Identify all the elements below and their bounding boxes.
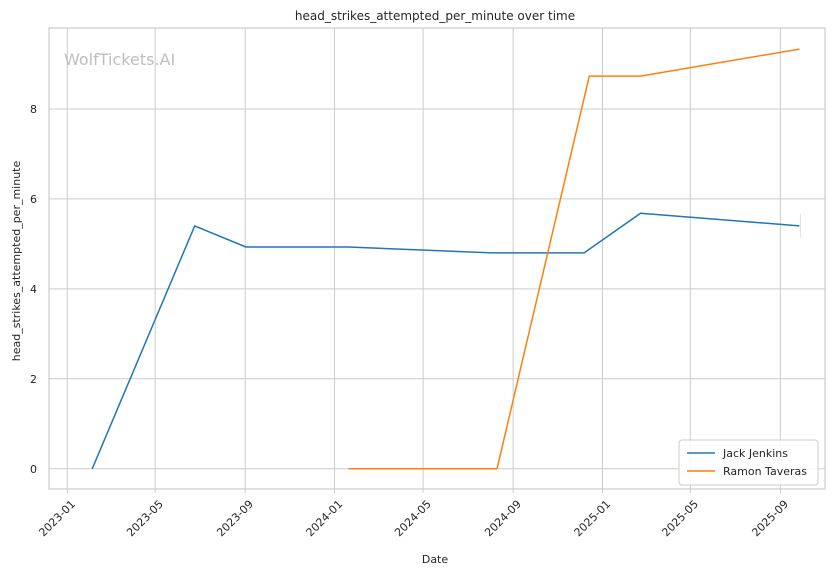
y-tick-label: 2 — [30, 373, 37, 386]
data-point — [639, 75, 642, 78]
x-tick-label: 2023-09 — [214, 498, 256, 540]
data-point — [244, 246, 247, 249]
grid — [49, 28, 825, 489]
x-tick-label: 2023-05 — [124, 498, 166, 540]
legend-label: Ramon Taveras — [723, 465, 807, 478]
watermark-text: WolfTickets.AI — [64, 50, 175, 69]
x-tick-label: 2025-01 — [572, 498, 614, 540]
x-tick-label: 2024-09 — [482, 498, 524, 540]
x-tick-label: 2025-05 — [659, 498, 701, 540]
data-point — [347, 246, 350, 249]
y-tick-label: 4 — [30, 283, 37, 296]
data-point — [91, 467, 94, 470]
data-point — [496, 467, 499, 470]
data-point — [798, 48, 801, 51]
y-tick-label: 6 — [30, 193, 37, 206]
data-point — [490, 251, 493, 254]
plot-frame — [48, 27, 826, 490]
data-point — [583, 251, 586, 254]
series-ramon-taveras — [347, 48, 801, 470]
legend-box — [678, 439, 819, 486]
series-jack-jenkins — [91, 212, 800, 470]
series-line-jack-jenkins — [91, 212, 800, 470]
y-tick-label: 0 — [30, 463, 37, 476]
data-point — [639, 212, 642, 215]
chart-title: head_strikes_attempted_per_minute over t… — [295, 9, 575, 23]
data-point — [347, 467, 350, 470]
y-axis-label: head_strikes_attempted_per_minute — [10, 161, 23, 362]
legend-label: Jack Jenkins — [722, 447, 788, 460]
y-tick-label: 8 — [30, 103, 37, 116]
x-tick-label: 2023-01 — [36, 498, 78, 540]
data-point — [588, 75, 591, 78]
legend: Jack Jenkins Ramon Taveras — [678, 439, 819, 486]
x-tick-label: 2024-05 — [392, 498, 434, 540]
x-axis-label: Date — [422, 553, 449, 566]
x-tick-label: 2025-09 — [749, 498, 791, 540]
data-point — [193, 224, 196, 227]
series-line-ramon-taveras — [348, 48, 800, 470]
x-tick-label: 2024-01 — [304, 498, 346, 540]
